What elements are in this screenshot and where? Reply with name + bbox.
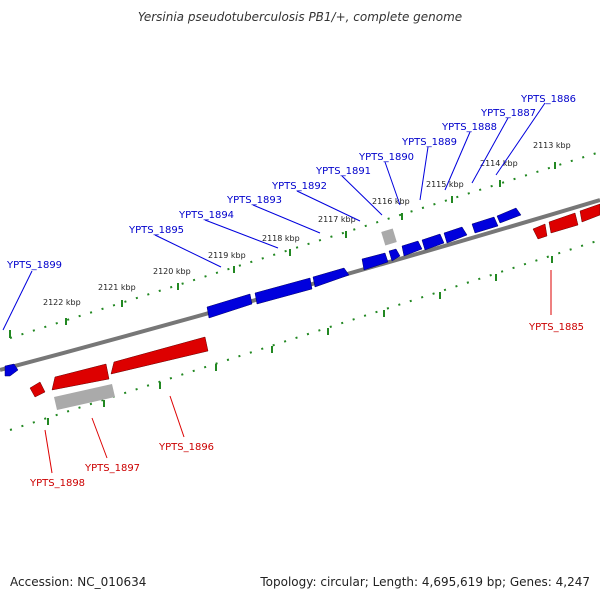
outer-major-ticks <box>9 162 556 338</box>
gene-arrow <box>532 223 548 240</box>
reverse-genes <box>29 203 600 398</box>
reverse-leader-lines <box>44 270 552 474</box>
gene-label-ypts-1894: YPTS_1894 <box>178 210 234 221</box>
gene-arrow <box>312 267 350 288</box>
inner-tick-track <box>9 239 600 431</box>
tick-label: 2119 kbp <box>208 251 246 260</box>
gene-arrow <box>110 336 209 375</box>
gene-arrow <box>51 363 110 391</box>
tick-label: 2117 kbp <box>318 215 356 224</box>
gene-label-ypts-1887: YPTS_1887 <box>480 108 536 119</box>
gene-arrow <box>4 363 19 377</box>
gene-label-ypts-1885: YPTS_1885 <box>528 322 584 333</box>
gene-label-ypts-1889: YPTS_1889 <box>401 137 457 148</box>
outer-tick-track <box>9 151 600 339</box>
leader-line <box>444 131 471 191</box>
leader-line <box>91 417 108 459</box>
leader-line <box>2 270 33 331</box>
inner-major-ticks <box>47 256 553 425</box>
genome-title: Yersinia pseudotuberculosis PB1/+, compl… <box>137 10 463 24</box>
gene-label-ypts-1891: YPTS_1891 <box>315 166 371 177</box>
forward-leader-lines <box>2 102 546 331</box>
gene-label-ypts-1897: YPTS_1897 <box>84 463 140 474</box>
leader-line <box>341 175 383 216</box>
leader-line <box>384 161 401 206</box>
gene-arrow <box>361 252 389 271</box>
tick-label: 2121 kbp <box>98 283 136 292</box>
gene-arrow <box>421 233 445 251</box>
gene-label-ypts-1886: YPTS_1886 <box>520 94 576 105</box>
leader-line <box>169 395 185 438</box>
leader-line <box>419 146 429 201</box>
forward-genes <box>4 207 522 377</box>
gene-arrow <box>401 240 423 257</box>
leader-line <box>44 429 53 474</box>
leader-line <box>495 102 546 176</box>
tick-label: 2122 kbp <box>43 298 81 307</box>
gene-arrow <box>443 226 468 244</box>
gene-label-ypts-1888: YPTS_1888 <box>441 122 497 133</box>
gene-label-ypts-1898: YPTS_1898 <box>29 478 85 489</box>
gene-arrow <box>496 207 522 224</box>
tick-label: 2116 kbp <box>372 197 410 206</box>
gene-label-ypts-1892: YPTS_1892 <box>271 181 327 192</box>
tick-label: 2114 kbp <box>480 159 518 168</box>
tick-label: 2118 kbp <box>262 234 300 243</box>
leader-line <box>252 204 321 234</box>
accession-text: Accession: NC_010634 <box>10 575 147 589</box>
tick-label: 2120 kbp <box>153 267 191 276</box>
leader-line <box>296 190 361 222</box>
gene-label-ypts-1895: YPTS_1895 <box>128 225 184 236</box>
gene-arrow <box>29 381 46 398</box>
leader-line <box>154 234 222 268</box>
gene-arrow <box>254 277 313 305</box>
tick-label: 2115 kbp <box>426 180 464 189</box>
gene-arrow <box>388 248 401 262</box>
tick-label: 2113 kbp <box>533 141 571 150</box>
topology-text: Topology: circular; Length: 4,695,619 bp… <box>260 575 590 589</box>
gene-arrow <box>471 216 499 234</box>
leader-line <box>204 219 279 249</box>
gene-label-ypts-1896: YPTS_1896 <box>158 442 214 453</box>
gene-arrow <box>206 293 253 319</box>
gene-arrow <box>548 212 579 234</box>
pseudo-gene <box>381 228 397 246</box>
gene-arrow <box>579 203 600 223</box>
leader-line <box>471 117 509 184</box>
gene-label-ypts-1890: YPTS_1890 <box>358 152 414 163</box>
gene-label-ypts-1899: YPTS_1899 <box>6 260 62 271</box>
gene-label-ypts-1893: YPTS_1893 <box>226 195 282 206</box>
pseudo-gene <box>54 384 115 410</box>
